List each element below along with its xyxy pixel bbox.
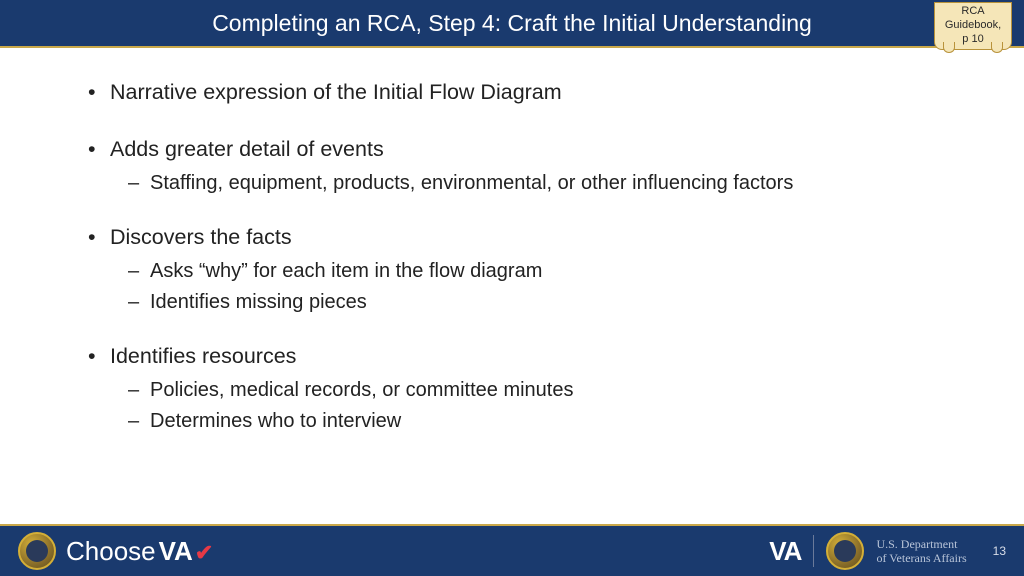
- bullet-sub: Identifies missing pieces: [150, 289, 964, 316]
- page-number: 13: [993, 544, 1006, 558]
- footer-right-block: VA U.S. Department of Veterans Affairs 1…: [769, 532, 1006, 570]
- bullet-sub: Policies, medical records, or committee …: [150, 377, 964, 404]
- sticky-note-reference: RCA Guidebook, p 10: [934, 2, 1012, 50]
- checkmark-icon: ✔: [195, 540, 213, 566]
- slide-header: Completing an RCA, Step 4: Craft the Ini…: [0, 0, 1024, 48]
- bullet-sub: Staffing, equipment, products, environme…: [150, 170, 964, 197]
- sticky-line2: Guidebook,: [945, 19, 1001, 31]
- sticky-line3: p 10: [962, 33, 983, 45]
- slide-title: Completing an RCA, Step 4: Craft the Ini…: [212, 10, 812, 37]
- va-seal-icon: [18, 532, 56, 570]
- sticky-line1: RCA: [961, 5, 984, 17]
- bullet-sub: Asks “why” for each item in the flow dia…: [150, 258, 964, 285]
- department-name: U.S. Department of Veterans Affairs: [876, 537, 966, 566]
- va-wordmark: VA: [769, 536, 801, 567]
- va-text: VA: [159, 536, 193, 567]
- bullet-main: Adds greater detail of events: [110, 135, 964, 164]
- choose-va-logo: Choose VA ✔: [66, 536, 213, 567]
- footer-divider: [813, 535, 814, 567]
- bullet-main: Identifies resources: [110, 342, 964, 371]
- choose-text: Choose: [66, 536, 156, 567]
- bullet-main: Narrative expression of the Initial Flow…: [110, 78, 964, 107]
- slide-footer: Choose VA ✔ VA U.S. Department of Vetera…: [0, 524, 1024, 576]
- va-seal-icon: [826, 532, 864, 570]
- bullet-main: Discovers the facts: [110, 223, 964, 252]
- dept-line2: of Veterans Affairs: [876, 551, 966, 565]
- bullet-sub: Determines who to interview: [150, 408, 964, 435]
- slide-body: Narrative expression of the Initial Flow…: [0, 48, 1024, 435]
- dept-line1: U.S. Department: [876, 537, 957, 551]
